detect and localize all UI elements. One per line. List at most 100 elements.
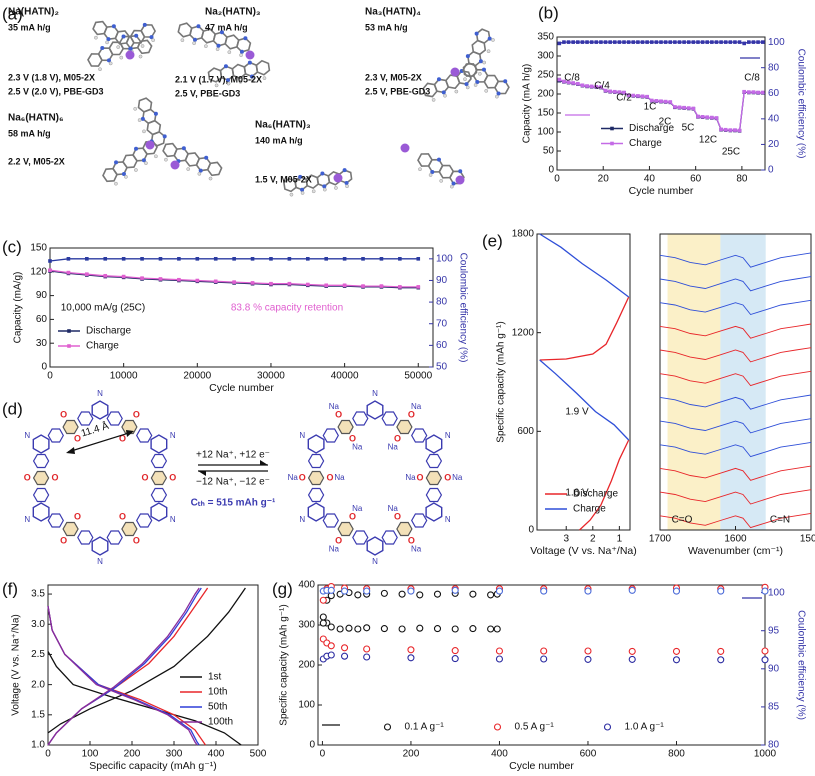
x-tick-label: 40000	[331, 371, 359, 382]
data-point	[398, 590, 406, 598]
data-point	[319, 596, 327, 604]
annotation: 2C	[659, 117, 672, 128]
hydrogen-atom	[142, 129, 146, 134]
framework-ring	[381, 530, 398, 545]
framework-ring	[77, 530, 94, 545]
nitrogen-atom	[198, 168, 203, 173]
arrow-head	[66, 447, 75, 454]
data-point	[451, 625, 459, 633]
sodium-label: Na	[334, 473, 345, 482]
highlight-band	[667, 234, 721, 530]
x-tick-label: 800	[668, 749, 685, 760]
data-line	[659, 441, 812, 458]
hydrogen-atom	[94, 35, 98, 40]
x-tick-label: 1	[617, 534, 623, 545]
hydrogen-atom	[180, 38, 185, 43]
triazine-ring	[425, 502, 443, 522]
nitrogen-atom	[320, 171, 325, 176]
x-tick-label: 50000	[404, 371, 432, 382]
data-line	[659, 252, 812, 268]
nitrogen-label: N	[372, 557, 378, 566]
y2-axis-label: Coulombic efficiency (%)	[795, 49, 806, 159]
triazine-ring	[425, 434, 443, 454]
hydrogen-atom	[311, 189, 316, 194]
data-line	[539, 296, 630, 531]
x-tick-label: 80	[736, 174, 748, 185]
molecule-name: Na(HATN)₂	[8, 7, 59, 18]
forward-label: +12 Na⁺, +12 e⁻	[196, 450, 270, 461]
nitrogen-atom	[226, 78, 231, 83]
hydrogen-atom	[124, 174, 128, 179]
hydrogen-atom	[431, 98, 436, 102]
nitrogen-atom	[436, 157, 441, 162]
nitrogen-atom	[474, 31, 479, 36]
nitrogen-atom	[114, 160, 119, 165]
hydrogen-atom	[204, 44, 208, 49]
triazine-ring	[150, 502, 168, 522]
data-line	[659, 347, 812, 363]
y-tick-label: 400	[298, 580, 315, 591]
sodium-atom	[245, 50, 255, 60]
sodium-label: Na	[411, 544, 422, 553]
molecule-voltage: 2.5 V, PBE-GD3	[365, 86, 430, 96]
sodium-atom	[455, 175, 465, 185]
sodium-label: Na	[411, 402, 422, 411]
legend-label: Charge	[573, 504, 606, 515]
legend-marker	[610, 141, 614, 146]
data-point	[319, 619, 327, 627]
framework-ring	[411, 513, 428, 528]
x-axis-label: Cycle number	[509, 760, 574, 772]
nitrogen-atom	[204, 155, 209, 160]
oxygen-label: O	[119, 433, 126, 443]
nitrogen-atom	[503, 79, 508, 84]
y-tick-label: 150	[537, 108, 554, 119]
nitrogen-atom	[478, 59, 483, 64]
nitrogen-atom	[153, 111, 158, 116]
sodium-atom	[333, 173, 343, 183]
distance-arrow	[67, 431, 133, 453]
nitrogen-label: N	[445, 515, 451, 524]
legend-label: 100th	[208, 717, 233, 728]
nitrogen-label: N	[24, 515, 30, 524]
molecule-voltage: 2.2 V, M05-2X	[8, 156, 65, 166]
framework-ring	[150, 487, 168, 503]
y-tick-label: 100	[298, 700, 315, 711]
x-axis-label: Wavenumber (cm⁻¹)	[688, 545, 783, 557]
triazine-ring	[32, 434, 50, 454]
framework-ring	[121, 521, 138, 537]
data-point	[487, 625, 495, 633]
y-axis-label: Capacity (mA h/g)	[522, 64, 533, 143]
reverse-label: −12 Na⁺, −12 e⁻	[196, 477, 270, 488]
data-point	[363, 645, 371, 653]
annotation: C=N	[770, 515, 790, 526]
framework-ring	[307, 487, 325, 503]
data-point	[433, 590, 442, 598]
annotation: 12C	[699, 135, 717, 146]
data-point	[354, 591, 362, 599]
nitrogen-atom	[451, 181, 456, 186]
legend-marker	[493, 723, 502, 731]
hydrogen-atom	[345, 184, 349, 189]
hydrogen-atom	[449, 184, 454, 189]
oxygen-label: O	[74, 433, 81, 443]
data-point	[672, 587, 681, 595]
legend-marker	[610, 126, 614, 131]
data-point	[433, 625, 442, 633]
framework-ring	[381, 411, 398, 426]
framework-ring	[337, 419, 354, 435]
x-tick-label: 0	[554, 174, 560, 185]
x-tick-label: 0	[47, 371, 53, 382]
y-axis-label: Specific capacity (mAh g⁻¹)	[496, 321, 507, 442]
y2-tick-label: 100	[768, 587, 785, 598]
framework-ring	[425, 470, 443, 486]
data-point	[327, 642, 335, 650]
y-tick-label: 200	[298, 660, 315, 671]
hydrogen-atom	[322, 187, 327, 192]
x-tick-label: 200	[403, 749, 420, 760]
panel-label: (c)	[2, 237, 22, 256]
sodium-atom	[400, 143, 410, 153]
data-point	[327, 651, 335, 659]
hydrogen-atom	[137, 118, 142, 122]
molecule-ring	[136, 39, 153, 55]
molecule-name: Na₃(HATN)₄	[365, 7, 421, 18]
